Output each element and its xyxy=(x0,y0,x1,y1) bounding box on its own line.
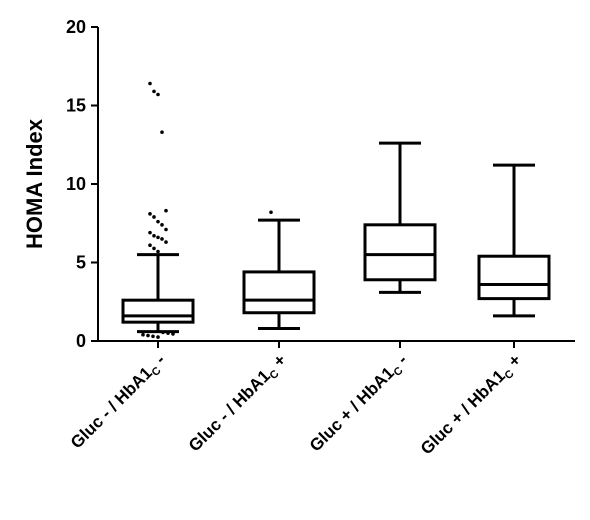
outlier-point xyxy=(164,240,168,244)
outlier-point xyxy=(156,92,160,97)
outlier-point xyxy=(160,130,164,134)
box-group xyxy=(121,81,195,339)
box-group xyxy=(242,210,316,330)
outlier-point xyxy=(164,208,168,213)
outlier-point xyxy=(156,219,160,224)
y-axis-label: HOMA Index xyxy=(22,118,47,249)
y-axis: 0 5 10 15 20 xyxy=(66,17,99,351)
y-tick-label: 15 xyxy=(66,96,86,116)
outlier-point xyxy=(156,335,160,339)
x-axis: Gluc - / HbA1C -Gluc - / HbA1C +Gluc + /… xyxy=(67,340,575,460)
outlier-point xyxy=(151,334,155,339)
outlier-point xyxy=(148,212,152,216)
outlier-point xyxy=(156,235,160,240)
x-tick-label: Gluc - / HbA1C - xyxy=(67,350,171,454)
y-tick-label: 10 xyxy=(66,174,86,194)
y-tick-label: 20 xyxy=(66,17,86,37)
y-tick-label: 5 xyxy=(76,253,86,273)
outlier-point xyxy=(160,237,164,241)
iqr-box xyxy=(363,223,437,282)
outlier-point xyxy=(146,333,150,338)
outlier-point xyxy=(164,227,168,232)
x-tick-label: Gluc - / HbA1C + xyxy=(185,350,292,457)
outlier-point xyxy=(166,331,170,335)
outlier-point xyxy=(156,249,160,254)
x-tick-label: Gluc + / HbA1C - xyxy=(306,350,413,457)
iqr-box xyxy=(477,254,551,301)
outlier-point xyxy=(141,332,145,337)
outlier-point xyxy=(152,246,156,251)
box-plots xyxy=(121,81,551,339)
outlier-point xyxy=(269,210,273,215)
y-tick-label: 0 xyxy=(76,331,86,351)
outlier-point xyxy=(148,81,152,86)
iqr-box xyxy=(242,270,316,315)
outlier-point xyxy=(152,89,156,94)
iqr-box xyxy=(121,298,195,324)
outlier-point xyxy=(160,223,164,227)
outlier-point xyxy=(148,230,152,235)
outlier-point xyxy=(152,234,156,238)
outlier-point xyxy=(161,330,165,335)
x-tick-label: Gluc + / HbA1C + xyxy=(417,350,527,460)
box-group xyxy=(477,163,551,318)
outlier-point xyxy=(148,243,152,248)
box-group xyxy=(363,141,437,294)
outlier-point xyxy=(152,215,156,219)
outlier-point xyxy=(171,332,175,336)
